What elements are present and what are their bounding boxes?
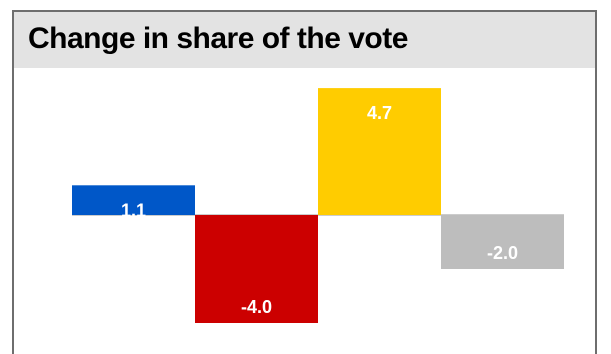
title-bar: Change in share of the vote [14, 12, 595, 68]
bar-1 [72, 185, 195, 215]
bar-value-label: -2.0 [487, 243, 518, 263]
bar-4 [441, 215, 564, 269]
chart-title: Change in share of the vote [28, 22, 408, 55]
bar-2 [195, 215, 318, 323]
bar-3 [318, 88, 441, 215]
bar-value-label: -4.0 [241, 297, 272, 317]
bar-value-label: 4.7 [367, 103, 392, 123]
bar-value-label: 1.1 [121, 200, 146, 220]
